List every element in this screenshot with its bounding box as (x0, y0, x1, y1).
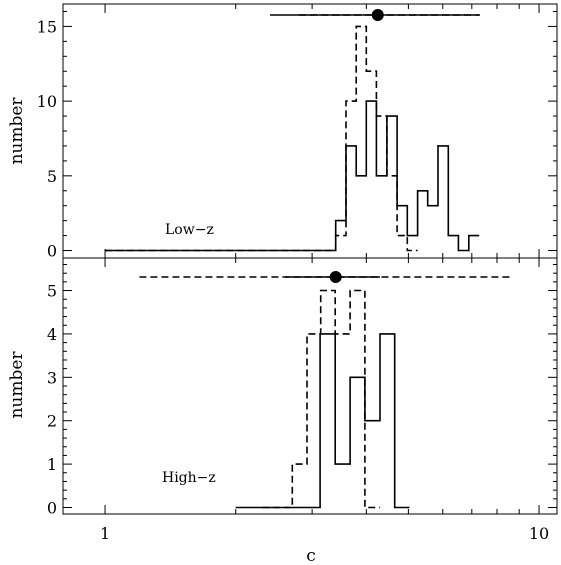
x-tick-label: 10 (529, 524, 549, 543)
median-marker (371, 9, 384, 21)
y-tick-label: 3 (47, 368, 57, 387)
solid-histogram (235, 333, 410, 509)
low-z-plot-frame (62, 3, 558, 259)
y-tick-label: 4 (47, 325, 57, 344)
y-tick-label: 10 (37, 92, 57, 111)
solid-histogram (105, 100, 480, 252)
low-z-y-axis-label: number (7, 97, 27, 165)
low-z-annotation: Low−z (165, 222, 214, 238)
high-z-annotation: High−z (162, 470, 216, 486)
y-tick-label: 15 (37, 17, 57, 36)
x-tick-label: 1 (100, 524, 110, 543)
x-axis-label: c (306, 546, 316, 565)
y-tick-label: 5 (47, 282, 57, 301)
high-z-panel: 0 1 2 3 4 5 1 10 number High−z c (7, 257, 558, 565)
high-z-summary-markers (139, 271, 511, 283)
low-z-summary-markers (270, 9, 480, 21)
low-z-y-ticks: 0 5 10 15 (37, 10, 557, 261)
y-tick-label: 5 (47, 167, 57, 186)
low-z-panel: 0 5 10 15 number Low−z (7, 3, 558, 261)
y-tick-label: 0 (47, 242, 57, 261)
dashed-histogram (262, 289, 380, 509)
y-tick-label: 0 (47, 498, 57, 517)
median-marker (329, 271, 342, 283)
high-z-y-axis-label: number (7, 351, 27, 419)
high-z-histograms (235, 289, 410, 509)
low-z-histograms (105, 25, 480, 252)
dashed-histogram (105, 25, 418, 252)
y-tick-label: 1 (47, 455, 57, 474)
high-z-x-ticks: 1 10 (100, 258, 549, 543)
y-tick-label: 2 (47, 412, 57, 431)
low-z-x-ticks (104, 4, 540, 258)
high-z-plot-frame (62, 257, 558, 515)
high-z-y-ticks: 0 1 2 3 4 5 (47, 264, 557, 517)
